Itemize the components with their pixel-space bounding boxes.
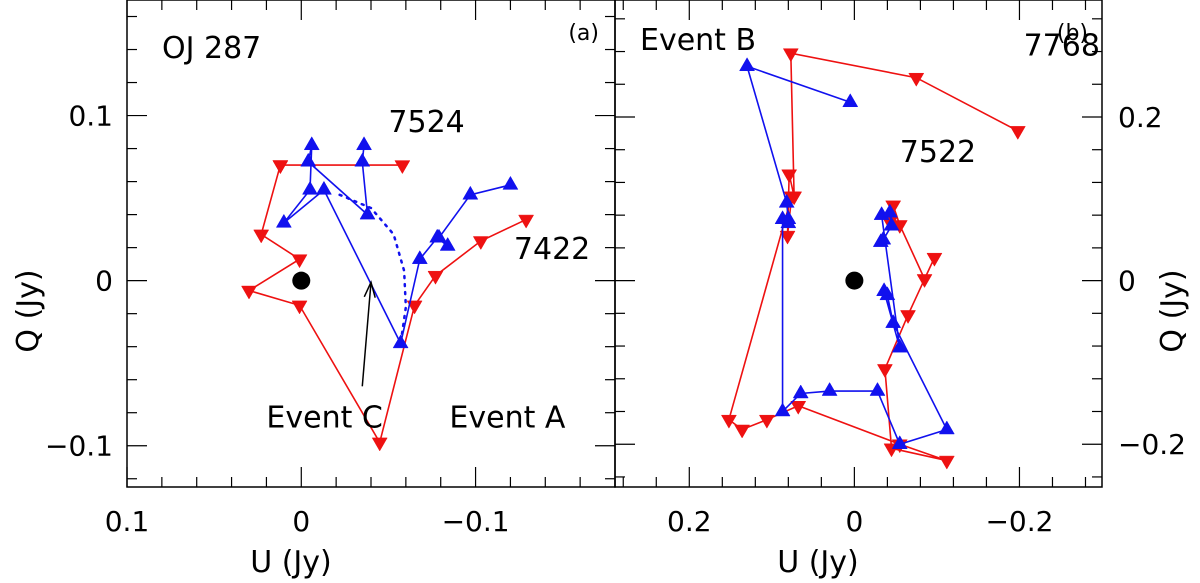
panel-b-ytick-label: 0.2 [1118,101,1163,134]
panel-a-ylabel: Q (Jy) [11,269,46,352]
panel-b-ylabel: Q (Jy) [1155,269,1190,352]
panel-b-blue-point [938,420,955,435]
panel-a-red-line [247,164,527,445]
panel-b-xlabel: U (Jy) [777,545,859,580]
panel-a-series-blue [275,136,519,349]
panel-a-xtick-label: 0.1 [105,505,150,538]
panel-a-red-point [518,214,535,229]
panel-b-red-point [790,401,807,415]
panel-b-blue-point [774,210,791,224]
panel-a-blue-point [302,180,318,195]
panel-b-blue-point [842,93,859,108]
panel-b-xtick-label: −0.2 [985,505,1053,538]
panel-a-red-point [427,270,444,285]
panel-b-blue-point [885,314,902,328]
panel-b-origin-marker [845,271,864,290]
panel-a-blue-point [300,152,317,167]
panel-a-red-point [406,300,423,315]
panel-b-blue-point [891,435,908,449]
panel-b-red-point [758,414,775,429]
panel-a-xtick-label: −0.1 [442,505,510,538]
panel-a-ytick-label: −0.1 [45,430,113,463]
panel-b-blue-point [876,282,893,296]
panel-b-title: Event B [640,23,756,58]
panel-a: 0.1 0 −0.1 −0.1 0 0.1 7524 7422 Event C Event A OJ… [11,0,616,580]
panel-b-red-point [720,414,737,429]
panel-a-dotted-curve [338,193,408,345]
panel-b-blue-point [872,233,889,247]
panel-a-red-point [291,254,308,269]
panel-b-red-point [938,455,955,470]
panel-a-red-point [272,160,289,175]
panel-b-red-point [782,48,799,63]
panel-a-annotation: 7422 [514,232,590,267]
panel-a-ytick-label: 0.1 [68,100,113,133]
panel-a-red-point [253,229,270,244]
panel-a-blue-point [502,175,519,190]
panel-b-red-point [779,230,796,245]
panel-a-red-point [472,236,489,251]
panel-a-blue-point [359,205,376,220]
panel-a-annotation: 7524 [388,105,464,140]
panel-a-annotation: Event A [449,401,565,436]
panel-a-title: OJ 287 [162,31,261,66]
panel-a-xlabel: U (Jy) [250,545,332,580]
panel-b-annotation: 7522 [900,135,976,170]
panel-b-label: (b) [1057,21,1088,46]
panel-a-red-point [394,160,411,175]
panel-b-frame [614,0,1103,488]
panel-a-red-point [291,300,308,315]
panel-b-annotation: 7768 [1024,29,1100,64]
panel-b-red-point [734,424,751,439]
panel-b-red-point [876,364,893,378]
panel-b-blue-point [869,382,886,396]
panel-b-red-point [908,72,925,87]
panel-b-xtick-label: 0 [845,505,863,538]
panel-a-label: (a) [568,21,599,46]
panel-a-blue-point [303,136,320,151]
panel-b-blue-point [778,193,795,208]
panel-b-xtick-label: 0.2 [667,505,712,538]
panel-b-series-red [720,48,1026,470]
panel-a-red-point [371,437,388,452]
panel-b-blue-point [821,382,838,396]
panel-b-red-point [900,310,916,324]
panel-b-red-point [926,252,943,267]
panel-b-blue-point [883,216,900,231]
panel-b-blue-point [881,203,898,218]
panel-a-xtick-label: 0 [292,505,310,538]
panel-a-annotation: Event C [266,401,382,436]
panel-b-blue-point [891,338,908,353]
panel-b-blue-line [745,64,948,446]
panel-b-red-point [1009,126,1026,140]
panel-b-red-point [781,169,798,184]
panel-b-blue-point [774,402,791,417]
panel-a-blue-point [316,180,332,195]
panel-a-red-point [241,285,257,300]
panel-a-blue-point [356,136,372,151]
panel-a-arrow-shaft [361,282,372,387]
panel-a-blue-point [411,250,428,264]
panel-b-blue-point [739,57,756,72]
panel-a-arrow-head [363,280,376,298]
panel-b-red-point [916,274,933,288]
panel-b-blue-point [792,384,809,399]
panel-b: 0.2 0 −0.2 −0.2 0 0.2 7768 7522 Event B (b) U (Jy)… [614,0,1190,580]
panel-b-ytick-label: −0.2 [1118,428,1186,461]
panel-a-blue-point [354,152,371,167]
panel-a-blue-point [439,236,456,251]
panel-a-series-red [241,160,535,452]
panel-a-blue-point [275,213,292,228]
panel-b-ytick-label: 0 [1118,265,1136,298]
panel-a-origin-marker [292,271,311,290]
panel-b-red-line [727,52,1019,462]
panel-a-ytick-label: 0 [95,265,113,298]
panel-a-blue-point [462,185,479,200]
panel-a-blue-point [431,228,447,243]
panel-b-series-blue [739,57,955,449]
